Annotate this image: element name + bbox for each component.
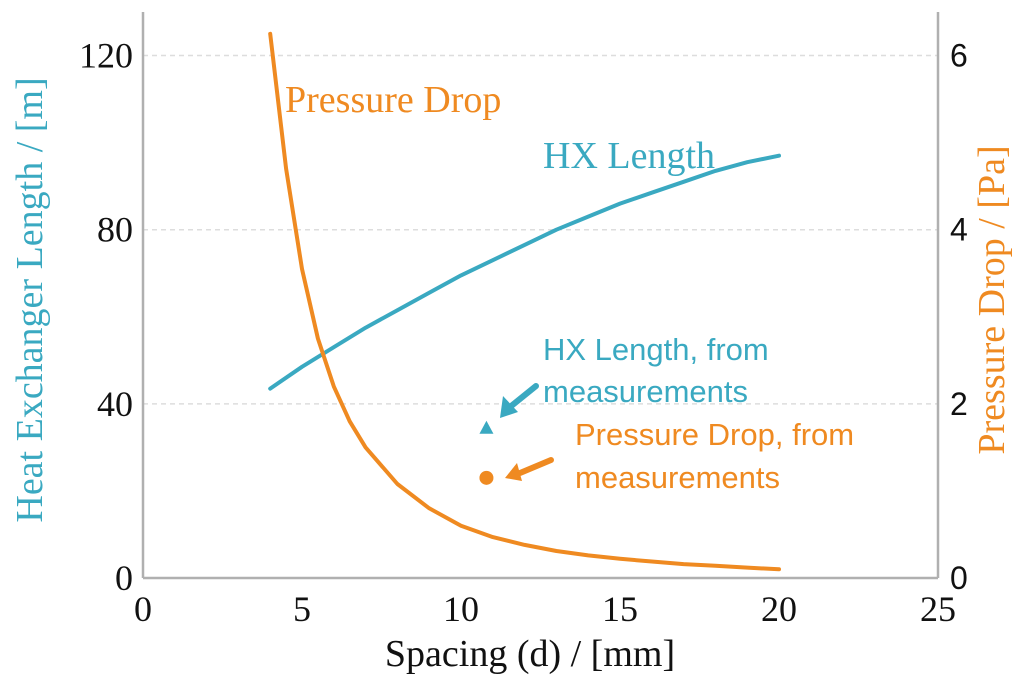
left-y-tick-label: 80 <box>97 210 133 250</box>
hx-length-measurement-point <box>479 420 494 434</box>
x-tick-label: 5 <box>293 589 311 629</box>
hx-length-series-line <box>268 153 781 391</box>
x-tick-labels: 0 5 10 15 20 25 <box>134 589 956 629</box>
hx-length-curve-label: HX Length <box>543 135 715 177</box>
pressure-drop-series-line <box>268 31 781 572</box>
pd-measurement-arrow <box>505 457 554 481</box>
right-y-axis-label: Pressure Drop / [Pa] <box>971 145 1013 454</box>
left-y-tick-labels: 0 40 80 120 <box>79 36 133 598</box>
pd-measurement-label-line1: Pressure Drop, from <box>575 417 854 452</box>
x-tick-label: 15 <box>602 589 638 629</box>
left-y-tick-label: 0 <box>115 558 133 598</box>
right-y-tick-labels: 0 2 4 6 <box>950 38 968 596</box>
x-tick-label: 10 <box>443 589 479 629</box>
hx-measurement-label-line1: HX Length, from <box>543 332 769 367</box>
x-tick-label: 20 <box>761 589 797 629</box>
left-y-tick-label: 120 <box>79 36 133 76</box>
gridlines <box>143 54 938 405</box>
x-axis-label: Spacing (d) / [mm] <box>385 633 675 675</box>
right-y-tick-label: 0 <box>950 560 968 596</box>
pressure-drop-measurement-point <box>479 470 494 485</box>
x-tick-label: 25 <box>920 589 956 629</box>
measurement-points <box>479 420 494 485</box>
right-y-tick-label: 4 <box>950 212 968 248</box>
left-y-tick-label: 40 <box>97 384 133 424</box>
pd-measurement-label-line2: measurements <box>575 460 780 495</box>
hx-measurement-label-line2: measurements <box>543 374 748 409</box>
hx-measurement-arrow <box>500 383 539 418</box>
x-tick-label: 0 <box>134 589 152 629</box>
right-y-tick-label: 2 <box>950 386 968 422</box>
left-y-axis-label: Heat Exchanger Length / [m] <box>9 77 51 522</box>
series-group <box>268 31 781 572</box>
pressure-drop-curve-label: Pressure Drop <box>285 79 501 121</box>
right-y-tick-label: 6 <box>950 38 968 74</box>
